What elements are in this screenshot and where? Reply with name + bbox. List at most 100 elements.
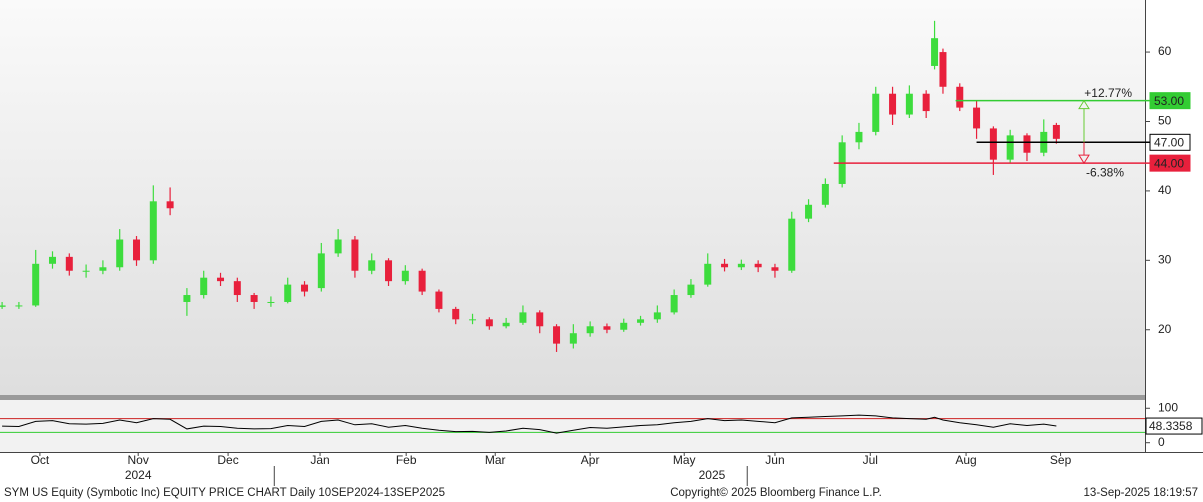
candle-body: [889, 93, 897, 115]
footer-left: SYM US Equity (Symbotic Inc) EQUITY PRIC…: [4, 487, 445, 499]
last-value-label: 48.3358: [1149, 419, 1193, 433]
candle-body: [469, 319, 477, 321]
candle-body: [687, 284, 695, 296]
footer-right: 13-Sep-2025 18:19:57: [1084, 487, 1198, 499]
candle-body: [905, 93, 913, 115]
candle-body: [15, 305, 23, 307]
candle-body: [502, 322, 510, 327]
y-tick-label: 0: [1158, 435, 1165, 449]
y-tick-label: 100: [1158, 400, 1178, 414]
x-tick-label: Jun: [765, 453, 784, 467]
x-tick-label: Aug: [955, 453, 976, 467]
annotation: +12.77%: [1084, 86, 1132, 100]
candle-body: [989, 128, 997, 160]
candle-body: [922, 93, 930, 112]
y-tick-label: 40: [1158, 183, 1172, 197]
candle-body: [855, 131, 863, 143]
level-box: [1149, 92, 1191, 110]
candle-body: [368, 260, 376, 271]
candle-body: [536, 312, 544, 327]
candle-body: [317, 253, 325, 289]
candle-body: [931, 38, 939, 66]
rsi-line: [2, 414, 1057, 434]
candle-body: [32, 263, 40, 306]
candle-body: [334, 239, 342, 254]
candle-body: [166, 201, 174, 209]
candle-body: [250, 295, 258, 302]
candle-body: [485, 319, 493, 327]
candle-body: [939, 52, 947, 87]
candle-body: [771, 267, 779, 271]
x-tick-label: Jan: [310, 453, 329, 467]
candle-body: [200, 277, 208, 296]
candle-body: [553, 326, 561, 344]
candle-body: [133, 239, 141, 261]
candle-body: [65, 256, 73, 271]
y-tick-label: 50: [1158, 114, 1172, 128]
annotation: -6.38%: [1086, 165, 1124, 179]
x-tick-label: Dec: [217, 453, 238, 467]
x-tick-label: Jul: [863, 453, 878, 467]
candle-body: [284, 284, 292, 302]
candle-body: [233, 281, 241, 296]
candle-body: [0, 305, 6, 307]
candle-body: [670, 295, 678, 313]
level-label: 44.00: [1154, 156, 1184, 170]
y-tick-label: 30: [1158, 252, 1172, 266]
y-tick-label: 20: [1158, 322, 1172, 336]
candle-body: [1023, 135, 1031, 153]
candle-body: [821, 183, 829, 205]
candle-body: [418, 270, 426, 292]
candle-body: [49, 256, 57, 264]
panel-separator: [0, 395, 1145, 400]
candle-body: [737, 263, 745, 268]
candle-body: [754, 263, 762, 268]
x-tick-label: Nov: [128, 453, 149, 467]
level-label: 47.00: [1154, 135, 1184, 149]
value-box: [1145, 417, 1203, 435]
y-tick-label: 60: [1158, 44, 1172, 58]
candle-body: [637, 319, 645, 323]
year-label: 2025: [699, 468, 726, 482]
year-label: 2024: [125, 468, 152, 482]
candle-body: [805, 204, 813, 219]
price-panel: [0, 0, 1145, 395]
x-tick-label: Feb: [396, 453, 417, 467]
candle-body: [620, 322, 628, 330]
level-box: [1149, 154, 1191, 172]
x-tick-label: Apr: [581, 453, 600, 467]
x-tick-label: Mar: [485, 453, 506, 467]
candle-body: [788, 218, 796, 271]
level-box: [1149, 133, 1191, 151]
candle-body: [99, 267, 107, 271]
candle-body: [653, 312, 661, 320]
candle-body: [435, 291, 443, 309]
candle-body: [452, 308, 460, 320]
candle-body: [82, 270, 90, 272]
candle-body: [351, 239, 359, 271]
candle-body: [721, 263, 729, 268]
candle-body: [1052, 124, 1060, 139]
range-arrowhead-down: [1078, 154, 1090, 165]
candle-body: [149, 201, 157, 261]
candle-body: [956, 86, 964, 108]
candle-body: [973, 107, 981, 129]
x-tick-label: May: [673, 453, 696, 467]
candle-body: [267, 301, 275, 303]
candle-body: [116, 239, 124, 268]
rsi-panel: [0, 400, 1145, 452]
candle-body: [217, 277, 225, 282]
candle-body: [872, 93, 880, 132]
candle-body: [603, 326, 611, 330]
candle-body: [569, 333, 577, 344]
footer-center: Copyright© 2025 Bloomberg Finance L.P.: [670, 487, 882, 499]
candle-body: [301, 284, 309, 292]
level-label: 53.00: [1154, 94, 1184, 108]
candle-body: [1006, 135, 1014, 160]
x-tick-label: Sep: [1050, 453, 1072, 467]
candle-body: [586, 326, 594, 334]
candle-body: [183, 295, 191, 302]
candle-body: [401, 270, 409, 282]
range-arrowhead-up: [1078, 99, 1090, 110]
